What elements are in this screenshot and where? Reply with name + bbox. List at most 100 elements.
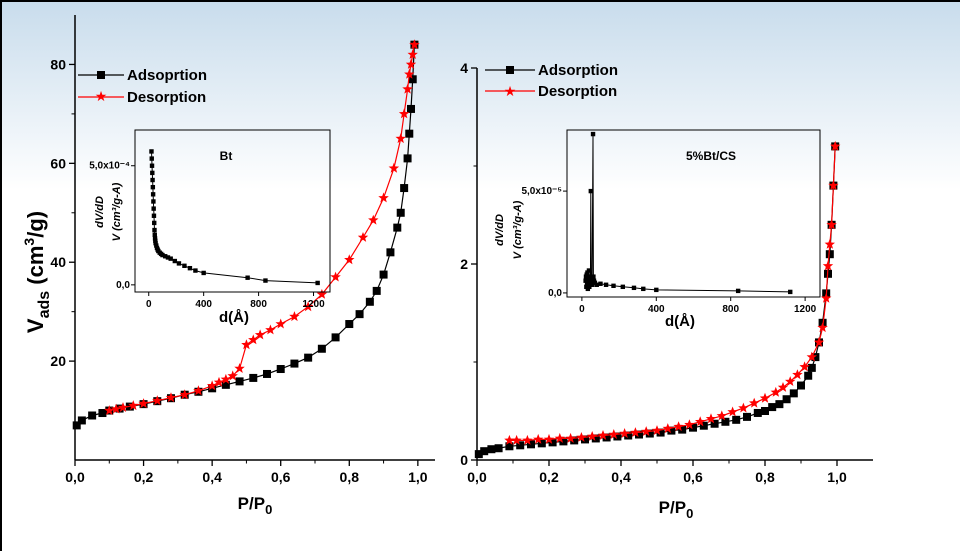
bt-cs-y-tick-label: 4 — [460, 60, 468, 76]
bt-inset-x-tick-label: 800 — [250, 299, 267, 310]
bt-cs-adsorption-point — [570, 436, 579, 445]
bt-adsorption-point — [396, 208, 405, 217]
bt-cs-desorption-point — [651, 425, 663, 435]
bt-cs-x-tick-label: 0,4 — [611, 469, 631, 485]
bt-desorption-point — [344, 254, 355, 265]
bt-cs-adsorption-point — [559, 437, 568, 446]
bt-adsorption-point — [331, 333, 340, 342]
bt-inset-x-tick-label: 0 — [146, 299, 152, 310]
bt-cs-axes: 0,0 0,2 0,4 0,6 0,8 1,0 0 2 4 — [460, 60, 873, 485]
bt-axes: 0,0 0,2 0,4 0,6 0,8 1,0 20 40 60 80 — [50, 15, 435, 485]
bt-series — [72, 39, 420, 430]
bt-inset: 0 400 800 1200 0,0 5,0x10⁻⁴ Bt d(Å) dV/dD V (cm³/… — [89, 129, 331, 326]
bt-desorption-point — [378, 192, 389, 203]
bt-desorption-point — [227, 370, 238, 381]
bt-cs-adsorption-point — [591, 434, 600, 443]
bt-x-tick-label: 0,8 — [340, 469, 360, 485]
bt-adsorption-point — [345, 320, 354, 329]
bt-cs-inset-point — [588, 276, 594, 281]
bt-cs-desorption-point — [822, 260, 834, 271]
bt-inset-point — [152, 220, 157, 226]
bt-cs-inset-point — [589, 282, 595, 287]
bt-cs-adsorption-point — [602, 433, 611, 442]
bt-desorption-point — [117, 402, 129, 412]
bt-adsorption-point — [405, 129, 414, 138]
bt-cs-adsorption-point — [487, 445, 496, 454]
bt-cs-adsorption-point — [775, 400, 784, 409]
bt-desorption-point — [398, 108, 410, 119]
bt-cs-legend-desorption-marker: ★ — [504, 83, 517, 99]
bt-cs-desorption-point — [727, 406, 738, 417]
bt-cs-inset-x-tick-label: 1200 — [794, 304, 817, 315]
bt-inset-point — [182, 263, 187, 268]
bt-inset-y-label-line2: V (cm³/g-A) — [111, 182, 123, 241]
bt-adsorption-point — [235, 377, 244, 386]
bt-cs-adsorption-point — [710, 419, 719, 428]
bt-inset-point — [150, 192, 156, 197]
bt-cs-desorption-point — [587, 431, 598, 441]
bt-cs-inset-y-tick-label: 0,0 — [548, 288, 562, 299]
bt-desorption-point — [289, 311, 300, 322]
bt-cs-desorption-point — [824, 238, 835, 249]
bt-cs-adsorption-point — [474, 450, 483, 459]
bt-inset-point — [149, 149, 154, 154]
bt-cs-adsorption-point — [743, 412, 751, 421]
bt-desorption-point — [302, 301, 314, 312]
bt-cs-adsorption-point — [825, 250, 834, 259]
bt-cs-inset-point — [620, 284, 626, 290]
bt-cs-adsorption-point — [804, 371, 813, 380]
bt-inset-x-label: d(Å) — [219, 309, 249, 326]
bt-cs-desorption-point — [533, 433, 544, 444]
bt-adsorption-point — [403, 154, 412, 163]
bt-cs-desorption-point — [777, 382, 789, 392]
bt-desorption-point — [193, 385, 204, 396]
bt-inset-point — [153, 238, 158, 243]
bt-cs-adsorption-point — [768, 403, 777, 412]
bt-cs-adsorption-point — [732, 415, 741, 424]
bt-desorption-point — [265, 324, 276, 335]
bt-adsorption-point — [304, 353, 313, 362]
bt-adsorption-point — [408, 75, 417, 84]
bt-inset-point — [152, 236, 158, 241]
bt-adsorption-point — [400, 184, 409, 193]
bt-cs-inset-point — [735, 288, 741, 294]
bt-desorption-point — [316, 288, 328, 299]
bt-cs-desorption-point — [619, 428, 630, 438]
bt-cs-desorption-point — [806, 351, 817, 362]
bt-cs-x-axis-label: P/P0 — [659, 498, 694, 521]
bt-desorption-point — [138, 398, 149, 409]
bt-adsorption-point — [98, 409, 107, 418]
bt-inset-y-label-line1: dV/dD — [94, 196, 106, 228]
bt-cs-inset-point — [603, 282, 609, 287]
bt-adsorption-point — [276, 365, 285, 374]
bt-inset-point — [152, 232, 157, 238]
bt-x-tick-label: 0,2 — [134, 469, 154, 485]
bt-cs-inset-x-tick-label: 400 — [648, 304, 665, 315]
bt-cs-adsorption-point — [516, 441, 525, 450]
bt-desorption-point — [357, 232, 369, 242]
bt-cs-desorption-point — [554, 432, 565, 443]
bt-cs-adsorption-point — [807, 363, 816, 372]
bt-cs-adsorption-point — [811, 353, 820, 362]
bt-cs-x-tick-label: 1,0 — [827, 469, 847, 485]
bt-cs-desorption-point — [695, 416, 706, 427]
bt-cs-isotherm-chart: 0,0 0,2 0,4 0,6 0,8 1,0 0 2 4 Adsorption ★ Desor… — [460, 60, 873, 521]
bt-x-tick-label: 0,6 — [271, 469, 291, 485]
bt-adsorption-point — [317, 344, 326, 353]
bt-desorption-point — [110, 403, 122, 414]
bt-adsorption-point — [221, 380, 230, 389]
bt-inset-frame — [134, 129, 331, 293]
bt-cs-desorption-point — [749, 397, 760, 408]
bt-cs-legend: Adsorption ★ Desorption — [485, 62, 618, 100]
bt-cs-desorption-point — [830, 140, 841, 151]
bt-x-tick-label: 0,0 — [65, 469, 85, 485]
bt-inset-point — [150, 177, 155, 183]
bt-inset-point — [245, 275, 250, 280]
bt-inset-point — [153, 240, 158, 246]
bt-cs-desorption-point — [738, 402, 749, 413]
bt-inset-point — [176, 261, 182, 266]
bt-inset-point — [151, 206, 156, 211]
bt-cs-adsorption-point — [624, 431, 633, 440]
bt-cs-adsorption-point — [689, 423, 697, 432]
